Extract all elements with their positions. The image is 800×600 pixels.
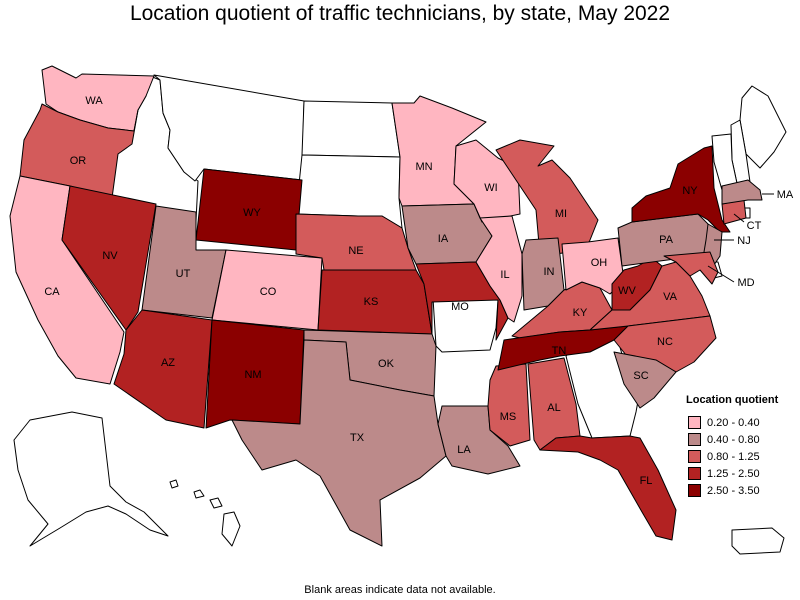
legend-item: 1.25 - 2.50 [686, 465, 796, 482]
state-NY [631, 145, 731, 233]
state-label-ma: MA [777, 189, 794, 201]
legend-item: 0.40 - 0.80 [686, 431, 796, 448]
state-label-sc: SC [633, 370, 648, 382]
state-label-tn: TN [552, 345, 567, 357]
legend-label: 2.50 - 3.50 [707, 484, 760, 497]
territory-PR [731, 527, 785, 555]
state-label-ks: KS [364, 296, 379, 308]
state-label-wv: WV [618, 285, 636, 297]
state-AK [13, 411, 169, 547]
state-TN [497, 325, 629, 371]
state-label-tx: TX [350, 432, 365, 444]
state-label-va: VA [663, 291, 678, 303]
legend-label: 1.25 - 2.50 [707, 467, 760, 480]
state-IL [475, 215, 523, 323]
legend-swatch [688, 450, 701, 463]
state-ND [301, 100, 401, 158]
legend-label: 0.20 - 0.40 [707, 416, 760, 429]
state-label-az: AZ [161, 357, 175, 369]
state-label-nv: NV [102, 250, 118, 262]
state-label-wy: WY [243, 207, 261, 219]
state-NE [295, 213, 417, 271]
state-label-nj: NJ [737, 235, 750, 247]
legend-label: 0.40 - 0.80 [707, 433, 760, 446]
state-label-nm: NM [244, 369, 261, 381]
state-label-pa: PA [659, 234, 674, 246]
state-HI [169, 479, 241, 547]
state-WI [453, 139, 521, 223]
state-label-wi: WI [484, 182, 497, 194]
state-SC [613, 351, 677, 409]
state-label-ca: CA [44, 286, 60, 298]
state-label-il: IL [500, 269, 509, 281]
state-label-ia: IA [438, 233, 449, 245]
legend-title: Location quotient [686, 394, 779, 406]
state-label-or: OR [70, 155, 87, 167]
state-label-ut: UT [176, 268, 191, 280]
state-label-co: CO [260, 286, 277, 298]
legend-item: 2.50 - 3.50 [686, 482, 796, 499]
state-label-wa: WA [85, 95, 103, 107]
legend-swatch [688, 484, 701, 497]
leader-line-md [707, 265, 735, 283]
state-label-la: LA [457, 444, 471, 456]
state-label-oh: OH [591, 257, 608, 269]
state-MS [487, 363, 531, 447]
state-label-ct: CT [747, 220, 762, 232]
state-label-in: IN [544, 266, 555, 278]
state-FL [539, 435, 677, 541]
state-label-md: MD [737, 277, 754, 289]
legend: Location quotient 0.20 - 0.40 0.40 - 0.8… [686, 394, 796, 499]
state-TX [231, 339, 447, 547]
state-label-nc: NC [657, 336, 673, 348]
legend-item: 0.20 - 0.40 [686, 414, 796, 431]
state-label-ne: NE [348, 245, 363, 257]
map-title: Location quotient of traffic technicians… [129, 2, 671, 25]
state-label-al: AL [547, 402, 560, 414]
state-AZ [113, 309, 213, 429]
state-label-ok: OK [378, 358, 395, 370]
state-NV [61, 185, 157, 331]
state-label-mn: MN [415, 161, 432, 173]
legend-swatch [688, 416, 701, 429]
state-label-ky: KY [573, 307, 588, 319]
state-label-mo: MO [451, 301, 469, 313]
state-OH [561, 237, 625, 295]
state-ME [739, 85, 787, 169]
state-label-ms: MS [500, 411, 517, 423]
footnote: Blank areas indicate data not available. [304, 584, 496, 596]
state-label-ny: NY [682, 185, 698, 197]
state-MA [721, 179, 763, 205]
leader-line-ct [733, 213, 745, 223]
legend-item: 0.80 - 1.25 [686, 448, 796, 465]
state-label-mi: MI [555, 208, 567, 220]
state-label-fl: FL [640, 475, 653, 487]
legend-swatch [688, 467, 701, 480]
legend-label: 0.80 - 1.25 [707, 450, 760, 463]
state-MD [663, 251, 719, 285]
legend-swatch [688, 433, 701, 446]
state-OR [19, 103, 139, 199]
